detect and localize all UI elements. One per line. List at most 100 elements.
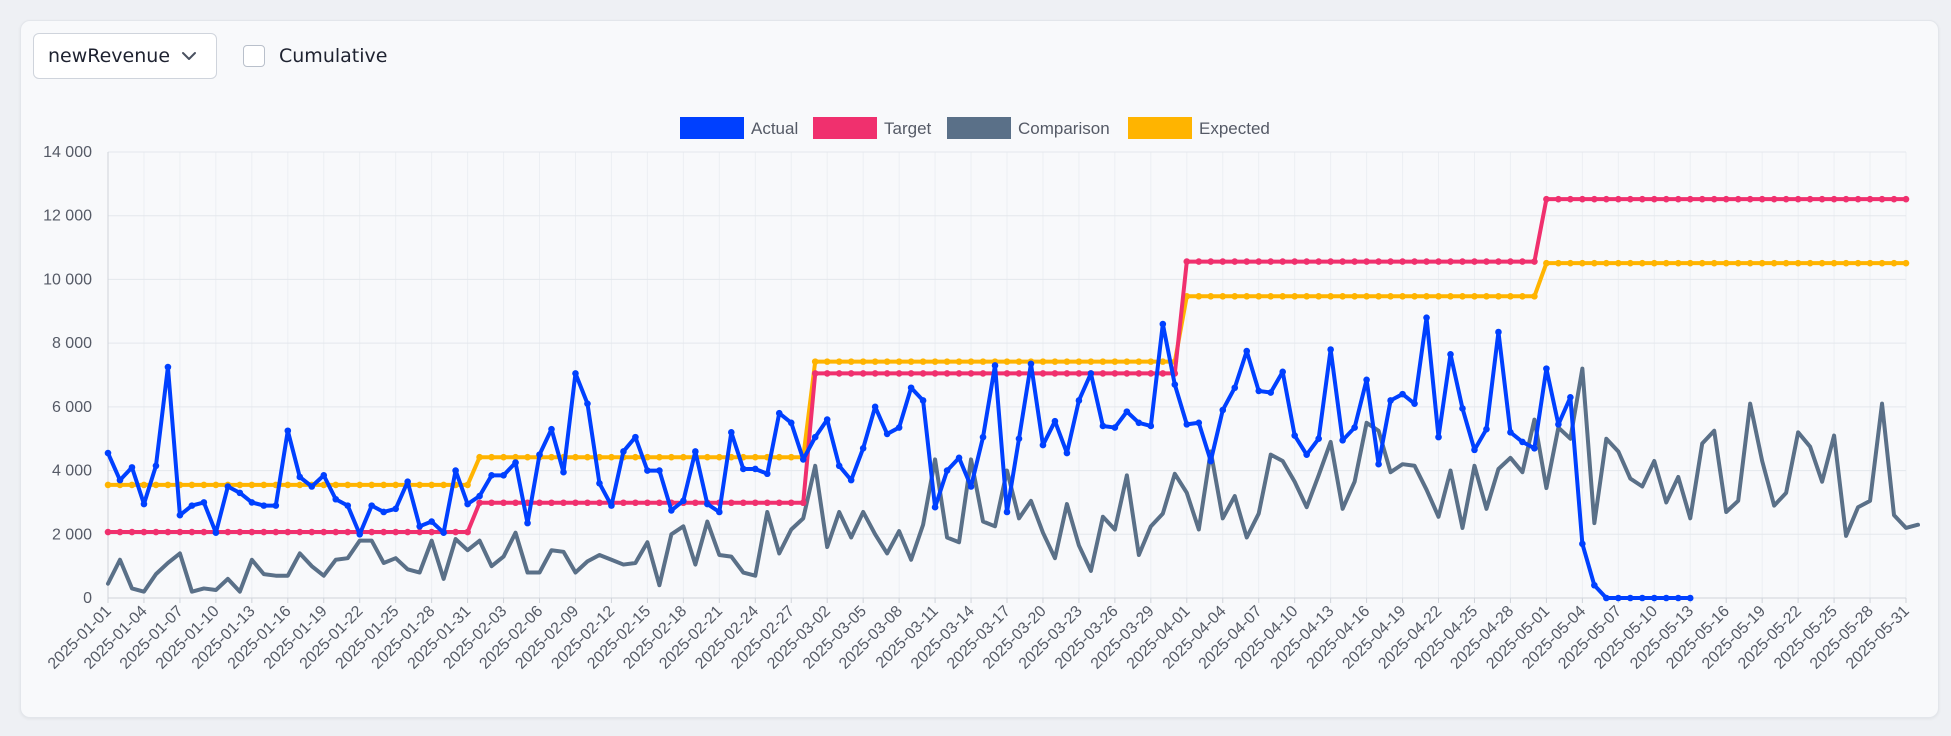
data-point-expected xyxy=(1255,293,1263,300)
data-point-expected xyxy=(1291,293,1298,300)
data-point-expected xyxy=(1387,293,1394,300)
data-point-expected xyxy=(572,453,579,461)
data-point-expected xyxy=(128,481,136,489)
data-point-actual xyxy=(871,403,879,411)
data-point-actual xyxy=(1087,370,1095,377)
data-point-target xyxy=(1543,195,1550,203)
data-point-expected xyxy=(751,453,759,461)
data-point-expected xyxy=(1303,293,1310,300)
data-point-target xyxy=(560,499,567,507)
data-point-actual xyxy=(416,523,423,530)
data-point-target xyxy=(632,499,639,507)
data-point-expected xyxy=(1219,293,1227,300)
metric-select[interactable]: newRevenue xyxy=(33,33,217,79)
data-point-target xyxy=(1315,258,1322,265)
data-point-expected xyxy=(164,481,172,489)
data-point-actual xyxy=(332,495,340,503)
data-point-actual xyxy=(1495,328,1502,336)
data-point-actual xyxy=(1135,419,1143,427)
data-point-target xyxy=(739,499,747,507)
y-tick-label: 12 000 xyxy=(43,208,92,225)
data-point-expected xyxy=(212,481,220,489)
data-point-expected xyxy=(1507,293,1514,300)
data-point-actual xyxy=(572,370,579,377)
data-point-expected xyxy=(476,453,483,461)
data-point-target xyxy=(620,499,627,507)
data-point-actual xyxy=(392,505,399,513)
data-point-actual xyxy=(584,400,591,407)
data-point-expected xyxy=(1770,259,1778,267)
data-point-expected xyxy=(1698,259,1706,267)
data-point-target xyxy=(116,528,124,536)
data-point-actual xyxy=(1627,594,1634,602)
data-point-target xyxy=(907,370,915,377)
data-point-target xyxy=(1039,370,1047,377)
data-point-target xyxy=(176,528,184,536)
data-point-expected xyxy=(428,481,435,489)
y-tick-label: 6 000 xyxy=(52,399,92,416)
data-point-target xyxy=(164,528,172,536)
data-point-actual xyxy=(692,448,699,455)
data-point-actual xyxy=(1638,594,1646,602)
data-point-expected xyxy=(943,358,951,365)
legend-swatch-actual xyxy=(680,117,744,139)
data-point-expected xyxy=(668,453,675,461)
data-point-actual xyxy=(1171,381,1179,388)
data-point-target xyxy=(1842,195,1850,203)
data-point-actual xyxy=(1686,594,1694,602)
data-point-target xyxy=(392,528,399,536)
data-point-expected xyxy=(859,358,867,365)
data-point-target xyxy=(1423,258,1430,265)
data-point-actual xyxy=(296,473,304,481)
y-tick-label: 8 000 xyxy=(52,335,92,352)
data-point-actual xyxy=(823,416,831,423)
data-point-expected xyxy=(787,453,795,461)
data-point-actual xyxy=(1039,441,1047,449)
data-point-target xyxy=(1734,195,1742,203)
data-point-expected xyxy=(1854,259,1862,267)
data-point-target xyxy=(979,370,987,377)
cumulative-checkbox[interactable] xyxy=(243,45,265,67)
data-point-expected xyxy=(1794,259,1802,267)
data-point-actual xyxy=(404,478,411,486)
data-point-target xyxy=(1063,370,1071,377)
data-point-expected xyxy=(1627,259,1634,267)
data-point-expected xyxy=(1555,259,1562,267)
cumulative-toggle[interactable]: Cumulative xyxy=(243,43,387,69)
metric-select-value: newRevenue xyxy=(48,45,171,67)
data-point-target xyxy=(104,528,112,536)
data-point-expected xyxy=(1758,259,1766,267)
data-point-target xyxy=(799,499,807,507)
data-point-target xyxy=(1003,370,1011,377)
data-point-actual xyxy=(1471,446,1478,454)
data-point-actual xyxy=(1567,394,1574,401)
data-point-expected xyxy=(1063,358,1071,365)
data-point-actual xyxy=(596,480,603,487)
data-point-target xyxy=(1806,195,1814,203)
data-point-target xyxy=(272,528,280,536)
data-point-target xyxy=(1555,195,1562,203)
data-point-target xyxy=(1638,195,1646,203)
data-point-expected xyxy=(1662,259,1670,267)
data-point-target xyxy=(1183,258,1191,265)
data-point-actual xyxy=(1579,540,1586,548)
data-point-expected xyxy=(116,481,124,489)
data-point-target xyxy=(751,499,759,507)
data-point-target xyxy=(1447,258,1454,265)
data-point-expected xyxy=(608,453,615,461)
legend-swatch-expected xyxy=(1128,117,1192,139)
data-point-actual xyxy=(1147,422,1155,430)
data-point-target xyxy=(1662,195,1670,203)
data-point-expected xyxy=(1315,293,1322,300)
data-point-actual xyxy=(1459,405,1466,412)
data-point-target xyxy=(1219,258,1227,265)
data-point-actual xyxy=(452,467,459,474)
data-point-target xyxy=(1471,258,1478,265)
data-point-target xyxy=(320,528,328,536)
data-point-actual xyxy=(739,465,747,473)
data-point-expected xyxy=(895,358,903,365)
data-point-target xyxy=(1375,258,1382,265)
data-point-target xyxy=(428,528,435,536)
series-line-comparison xyxy=(106,366,1920,594)
data-point-actual xyxy=(847,476,855,484)
